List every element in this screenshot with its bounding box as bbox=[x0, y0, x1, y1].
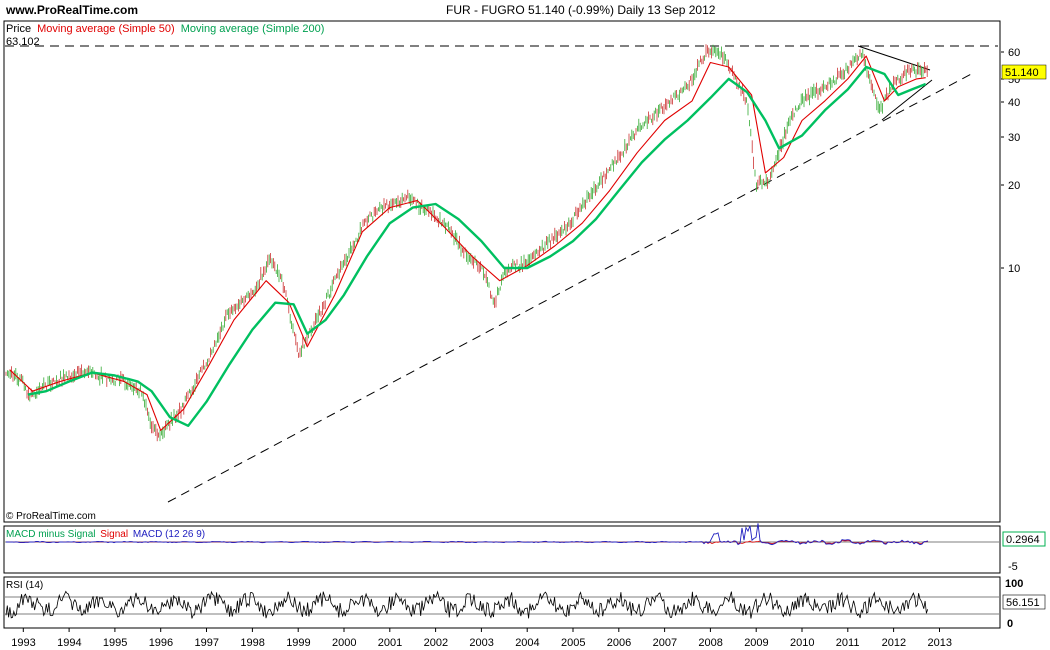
year-label: 1997 bbox=[195, 637, 219, 649]
price-panel bbox=[3, 20, 1001, 523]
year-label: 1999 bbox=[286, 637, 310, 649]
rsi-value: 56.151 bbox=[1006, 597, 1040, 609]
svg-text:MACD minus Signal Signal: MACD minus Signal Signal MACD (12 26 9) bbox=[6, 529, 205, 540]
triangle-lower-line bbox=[881, 79, 933, 121]
legend-ma50: Moving average (Simple 50) bbox=[37, 23, 175, 35]
year-label: 2010 bbox=[790, 637, 814, 649]
trend-line bbox=[167, 71, 976, 503]
macd-panel bbox=[3, 525, 1001, 574]
year-label: 1994 bbox=[57, 637, 81, 649]
macd-value: 0.2964 bbox=[1006, 534, 1040, 546]
moving-average-lines bbox=[9, 55, 927, 431]
year-label: 2008 bbox=[698, 637, 722, 649]
price-tick: 10 bbox=[1008, 263, 1020, 275]
year-label: 1993 bbox=[11, 637, 35, 649]
macd-line bbox=[5, 523, 929, 546]
price-tick: 40 bbox=[1008, 97, 1020, 109]
time-axis: 1993 1994 1995 1996 1997 1998 1999 2000 2001 2002… bbox=[11, 628, 952, 649]
year-label: 2004 bbox=[515, 637, 539, 649]
year-label: 2013 bbox=[928, 637, 952, 649]
macd-series bbox=[5, 523, 929, 546]
year-label: 1996 bbox=[149, 637, 173, 649]
triangle-upper-line bbox=[857, 45, 931, 71]
year-label: 1998 bbox=[240, 637, 264, 649]
legend-price: Price bbox=[6, 23, 31, 35]
year-label: 2012 bbox=[882, 637, 906, 649]
watermark: © ProRealTime.com bbox=[6, 511, 96, 522]
year-label: 2007 bbox=[653, 637, 677, 649]
max-value-label: 63.102 bbox=[6, 36, 40, 48]
chart-title: FUR - FUGRO 51.140 (-0.99%) Daily 13 Sep… bbox=[446, 3, 716, 17]
macd-label-signal: Signal bbox=[100, 529, 128, 540]
rsi-tick-high: 100 bbox=[1005, 578, 1023, 590]
price-tick: 30 bbox=[1008, 132, 1020, 144]
price-tick: 20 bbox=[1008, 180, 1020, 192]
rsi-value-badge bbox=[1002, 594, 1046, 610]
macd-label-hist: MACD minus Signal bbox=[6, 529, 95, 540]
year-label: 2005 bbox=[561, 637, 585, 649]
macd-tick-low: -5 bbox=[1008, 561, 1018, 573]
year-label: 1995 bbox=[103, 637, 127, 649]
year-label: 2006 bbox=[607, 637, 631, 649]
rsi-line bbox=[5, 590, 929, 619]
legend-ma200: Moving average (Simple 200) bbox=[181, 23, 325, 35]
rsi-series bbox=[5, 590, 929, 619]
year-label: 2000 bbox=[332, 637, 356, 649]
price-tick: 60 bbox=[1008, 47, 1020, 59]
rsi-label: RSI (14) bbox=[6, 580, 43, 591]
rsi-panel bbox=[3, 576, 1001, 629]
year-label: 2003 bbox=[469, 637, 493, 649]
ma50-line bbox=[9, 55, 926, 431]
current-price-value: 51.140 bbox=[1005, 67, 1039, 79]
macd-value-badge bbox=[1002, 531, 1046, 547]
year-label: 2001 bbox=[378, 637, 402, 649]
site-name[interactable]: www.ProRealTime.com bbox=[5, 3, 138, 17]
macd-label-macd: MACD (12 26 9) bbox=[133, 529, 205, 540]
rsi-tick-low: 0 bbox=[1007, 618, 1013, 630]
year-label: 2009 bbox=[744, 637, 768, 649]
year-label: 2011 bbox=[836, 637, 860, 649]
ma200-line bbox=[27, 65, 927, 427]
svg-text:Price Moving average (Simp: Price Moving average (Simple 50) Moving … bbox=[6, 23, 324, 35]
year-label: 2002 bbox=[424, 637, 448, 649]
price-axis: 60 50 40 30 20 10 bbox=[1001, 47, 1020, 275]
current-price-badge bbox=[1001, 64, 1047, 80]
